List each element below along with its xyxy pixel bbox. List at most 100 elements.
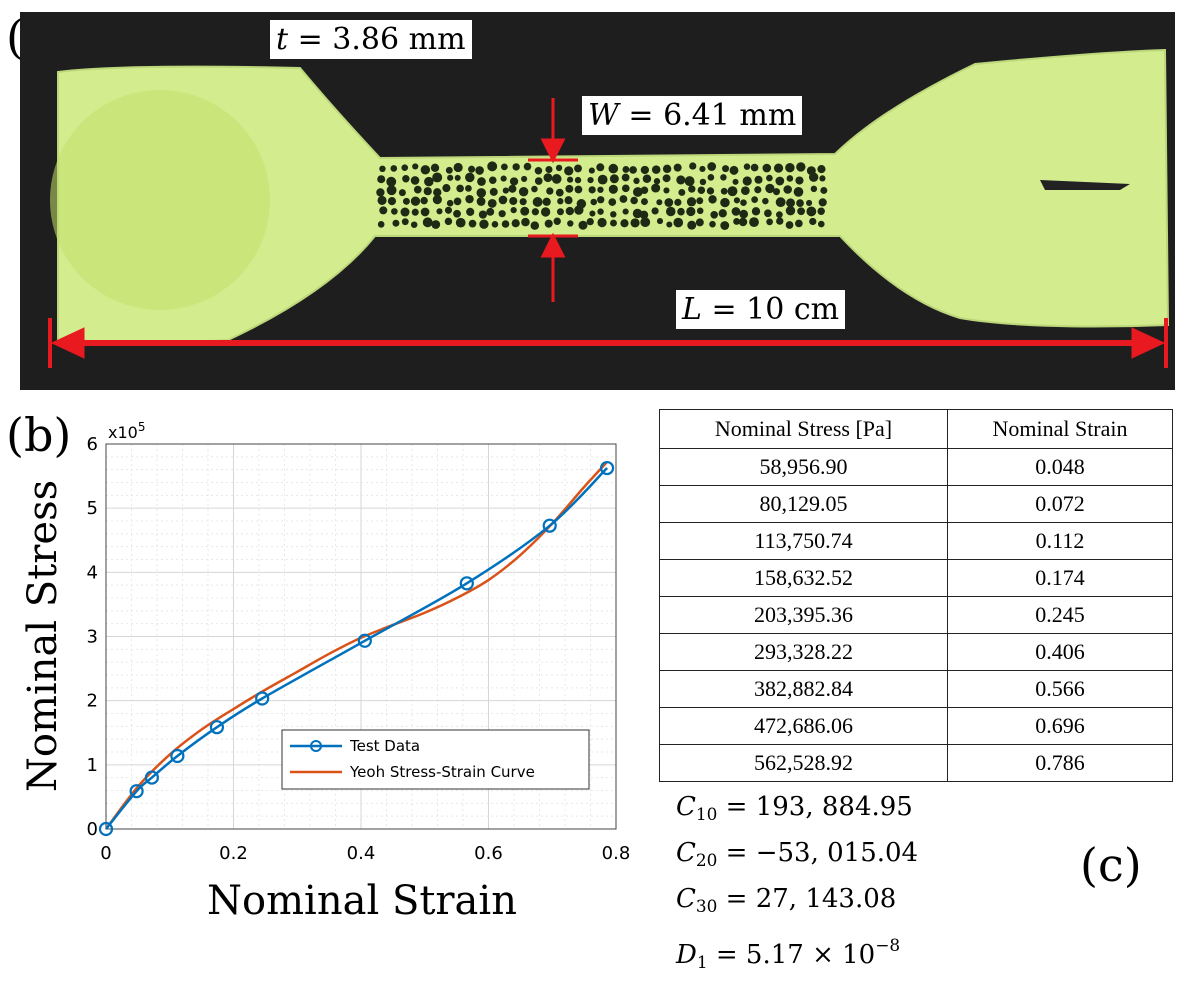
speckle-dot <box>653 178 661 185</box>
test-data-point <box>599 460 615 476</box>
speckle-dot <box>741 186 750 196</box>
speckle-dot <box>546 187 554 195</box>
test-data-point <box>170 748 185 764</box>
table-cell-strain: 0.048 <box>947 448 1173 486</box>
speckle-dot <box>639 210 649 220</box>
table-row: 80,129.05 0.072 <box>659 485 1173 523</box>
speckle-dot <box>432 195 442 205</box>
speckle-dot <box>521 217 530 227</box>
speckle-dot <box>588 186 596 194</box>
speckle-dot <box>689 162 697 170</box>
table-cell-strain: 0.566 <box>947 670 1173 708</box>
speckle-dot <box>666 221 673 228</box>
speckle-dot <box>622 208 629 215</box>
speckle-dot <box>686 206 696 217</box>
speckle-dot <box>410 196 421 206</box>
speckle-dot <box>597 196 605 204</box>
x-tick-label: 0.6 <box>474 843 503 864</box>
speckle-dot <box>430 163 440 172</box>
speckle-dot <box>709 220 716 228</box>
speckle-dot <box>410 221 418 228</box>
speckle-dot <box>509 177 519 186</box>
stress-strain-chart: 0 0.2 0.4 0.6 0.8 0 1 2 3 4 5 6 x105 Nominal Strai… <box>20 420 630 924</box>
speckle-dot <box>531 208 540 216</box>
table-row: 382,882.84 0.566 <box>659 670 1173 708</box>
speckle-dot <box>565 184 574 193</box>
speckle-dot <box>810 185 818 193</box>
speckle-dot <box>431 220 441 229</box>
speckle-dot <box>673 217 684 228</box>
speckle-dot <box>684 176 695 187</box>
speckle-dot <box>750 163 759 172</box>
speckle-dot <box>551 174 562 184</box>
speckle-dot <box>402 175 410 183</box>
speckle-dot <box>773 163 784 173</box>
speckle-dot <box>797 207 806 216</box>
speckle-dot <box>555 164 563 172</box>
speckle-dot <box>489 187 498 196</box>
speckle-dot <box>608 184 618 194</box>
speckle-dot <box>377 175 386 184</box>
speckle-dot <box>453 209 461 218</box>
speckle-dot <box>674 198 682 206</box>
speckle-dot <box>590 198 598 206</box>
speckle-dot <box>765 183 775 194</box>
speckle-dot <box>727 186 738 197</box>
speckle-dot <box>743 163 751 170</box>
constant-d1: D1 = 5.17 × 10−8 <box>676 935 901 973</box>
speckle-dot <box>762 197 769 205</box>
speckle-dot <box>412 163 419 170</box>
speckle-dot <box>610 219 617 227</box>
test-data-point <box>357 633 372 648</box>
speckle-dot <box>411 208 419 216</box>
speckle-dot <box>422 217 433 228</box>
speckle-dot <box>808 172 819 182</box>
table-cell-strain: 0.786 <box>947 744 1173 782</box>
speckle-dot <box>754 175 763 184</box>
speckle-dot <box>466 207 475 216</box>
speckle-dot <box>817 207 825 215</box>
y-tick-label: 1 <box>87 755 98 776</box>
speckle-dot <box>610 211 617 218</box>
y-tick-label: 6 <box>87 434 98 455</box>
test-data-point <box>144 770 159 785</box>
speckle-dot <box>772 188 781 196</box>
speckle-dot <box>766 174 773 182</box>
specimen-tint <box>50 90 270 310</box>
speckle-dot <box>762 163 772 173</box>
speckle-dot <box>729 165 739 175</box>
table-cell-stress: 58,956.90 <box>659 448 948 486</box>
speckle-dot <box>542 197 551 206</box>
speckle-dot <box>379 165 386 173</box>
speckle-dot <box>710 210 719 219</box>
thickness-value: = 3.86 mm <box>297 22 466 57</box>
table-row: 58,956.90 0.048 <box>659 448 1173 486</box>
speckle-dot <box>379 206 388 215</box>
speckle-dot <box>707 162 717 171</box>
speckle-dot <box>587 176 594 184</box>
speckle-dot <box>621 173 630 182</box>
speckle-dot <box>751 196 758 203</box>
speckle-dot <box>586 217 594 226</box>
speckle-dot <box>555 188 564 197</box>
table-cell-stress: 80,129.05 <box>659 485 948 523</box>
table-row: 113,750.74 0.112 <box>659 522 1173 560</box>
panel-label-c: (c) <box>1080 838 1142 892</box>
speckle-dot <box>386 185 397 196</box>
width-dimension-marker <box>528 98 578 302</box>
legend-marker-test-data <box>310 740 322 752</box>
speckle-dot <box>597 217 607 228</box>
speckle-dot <box>478 210 488 219</box>
speckle-dot <box>479 219 489 229</box>
speckle-dot <box>567 220 574 227</box>
speckle-dot <box>817 165 826 174</box>
speckle-dot <box>696 207 704 215</box>
speckle-dot <box>445 166 453 174</box>
speckle-dot <box>519 198 527 206</box>
speckle-dot <box>809 217 817 226</box>
speckle-dot <box>424 176 434 187</box>
speckle-dot <box>553 217 561 225</box>
test-data-point <box>542 518 557 533</box>
speckle-dot <box>444 206 453 214</box>
speckle-dot <box>776 211 783 219</box>
